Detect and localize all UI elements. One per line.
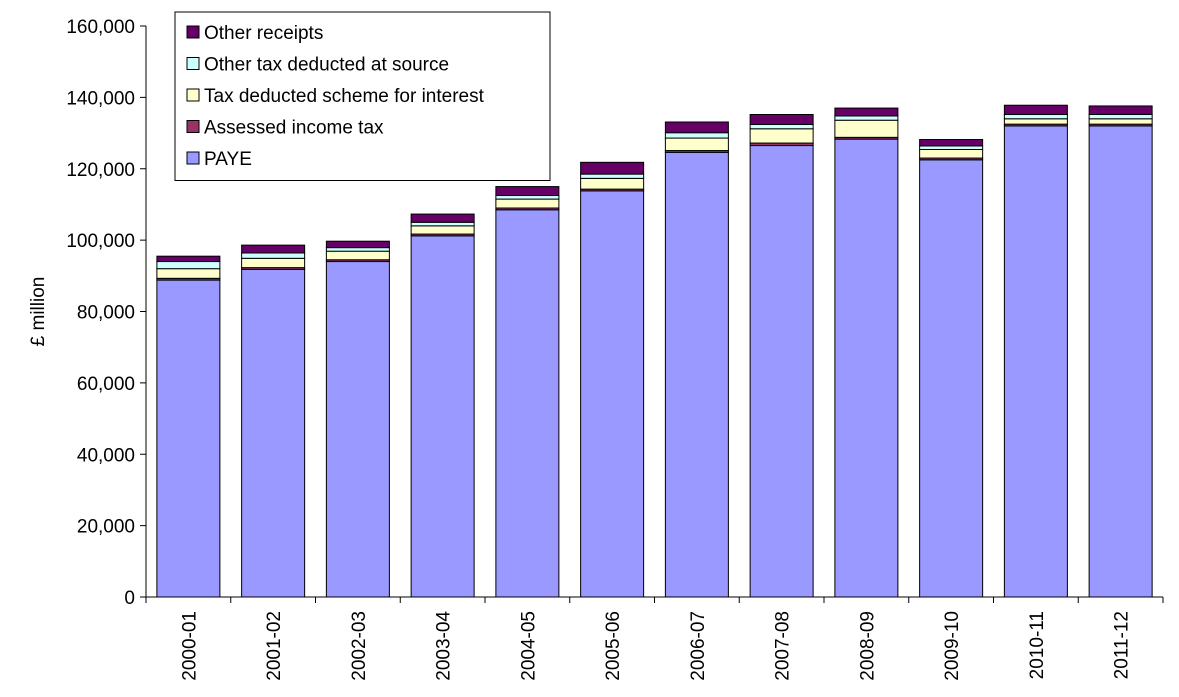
bar-2007-08-series-4	[749, 114, 814, 125]
legend-label: Tax deducted scheme for interest	[204, 86, 485, 107]
bar-2010-11-series-3	[1003, 114, 1068, 120]
bar-2005-06-series-4	[580, 161, 645, 175]
bar-2009-10-series-2	[919, 148, 984, 159]
bar-2006-07-series-3	[664, 132, 729, 139]
bar-2002-03-series-3	[325, 247, 390, 252]
bar-2004-05-series-4	[495, 186, 560, 197]
bar-2004-05-series-3	[495, 195, 560, 200]
bar-2002-03-series-2	[325, 250, 390, 261]
bar-2008-09-series-4	[834, 107, 899, 117]
bar-2003-04-series-4	[410, 213, 475, 223]
bar-2010-11-series-4	[1003, 104, 1068, 116]
x-tick-label: 2006-07	[688, 611, 709, 681]
bar-2003-04-series-2	[410, 225, 475, 235]
bar-2005-06-series-2	[580, 177, 645, 190]
y-tick-label: 160,000	[66, 17, 135, 38]
bar-2004-05-series-2	[495, 198, 560, 209]
legend-label: Assessed income tax	[204, 118, 384, 139]
bar-2004-05-series-0	[495, 209, 560, 598]
bar-2011-12-series-2	[1088, 118, 1153, 125]
y-axis-title: £ million	[28, 277, 49, 347]
bar-2002-03-series-4	[325, 240, 390, 249]
bar-2002-03-series-0	[325, 261, 390, 598]
x-tick-label: 2010-11	[1027, 611, 1048, 679]
bar-2006-07-series-0	[664, 151, 729, 598]
bar-2003-04-series-3	[410, 221, 475, 227]
x-tick-label: 2003-04	[434, 611, 455, 681]
bar-2006-07-series-2	[664, 137, 729, 152]
bar-2001-02-series-0	[241, 268, 306, 598]
bar-2006-07-series-4	[664, 121, 729, 134]
legend-swatch	[186, 120, 200, 133]
y-tick-label: 120,000	[66, 160, 135, 181]
legend-swatch	[186, 151, 200, 165]
bar-2008-09-series-0	[834, 138, 899, 598]
legend-swatch	[186, 25, 200, 39]
y-tick-label: 20,000	[77, 517, 135, 538]
x-tick-label: 2008-09	[857, 611, 878, 681]
x-tick-label: 2011-12	[1112, 611, 1133, 679]
legend-swatch	[186, 57, 200, 70]
bar-2003-04-series-0	[410, 235, 475, 598]
bar-2005-06-series-3	[580, 173, 645, 179]
bar-2000-01-series-0	[156, 279, 221, 598]
bar-2011-12-series-3	[1088, 114, 1153, 120]
bar-2010-11-series-0	[1003, 125, 1068, 598]
x-tick-label: 2005-06	[603, 611, 624, 681]
bar-2005-06-series-0	[580, 190, 645, 598]
y-tick-label: 0	[124, 588, 135, 609]
bar-2007-08-series-3	[749, 124, 814, 130]
x-tick-label: 2000-01	[179, 611, 200, 681]
bar-2007-08-series-2	[749, 128, 814, 144]
bar-2001-02-series-4	[241, 244, 306, 254]
y-tick-label: 60,000	[77, 374, 135, 395]
bar-2009-10-series-0	[919, 159, 984, 598]
bar-2011-12-series-0	[1088, 125, 1153, 598]
bar-2001-02-series-3	[241, 252, 306, 259]
y-tick-label: 80,000	[77, 303, 135, 324]
bar-2000-01-series-3	[156, 261, 221, 270]
y-tick-label: 100,000	[66, 231, 135, 252]
bar-2011-12-series-4	[1088, 105, 1153, 116]
x-tick-label: 2009-10	[942, 611, 963, 681]
legend-swatch	[186, 88, 200, 102]
bar-2009-10-series-4	[919, 138, 984, 147]
legend-label: Other receipts	[204, 23, 323, 44]
legend: Other receipts Other tax deducted at sour…	[174, 11, 551, 181]
x-tick-label: 2001-02	[264, 611, 285, 681]
bars-layer	[156, 104, 1153, 598]
axes-layer: 0 20,000 40,000 60,000 80,000 100,000 120,000 1…	[28, 17, 1164, 681]
bar-2000-01-series-4	[156, 255, 221, 263]
bar-2008-09-series-2	[834, 119, 899, 138]
bar-2009-10-series-3	[919, 145, 984, 150]
bar-2008-09-series-3	[834, 115, 899, 121]
y-tick-label: 140,000	[66, 88, 135, 109]
bar-2007-08-series-0	[749, 145, 814, 598]
legend-box	[174, 11, 551, 181]
bar-2001-02-series-2	[241, 257, 306, 269]
legend-label: Other tax deducted at source	[204, 55, 449, 76]
bar-2010-11-series-2	[1003, 118, 1068, 125]
x-tick-label: 2007-08	[773, 611, 794, 681]
y-tick-label: 40,000	[77, 445, 135, 466]
x-tick-label: 2004-05	[518, 611, 539, 681]
legend-label: PAYE	[204, 149, 252, 170]
bar-2000-01-series-2	[156, 268, 221, 279]
x-tick-label: 2002-03	[349, 611, 370, 681]
